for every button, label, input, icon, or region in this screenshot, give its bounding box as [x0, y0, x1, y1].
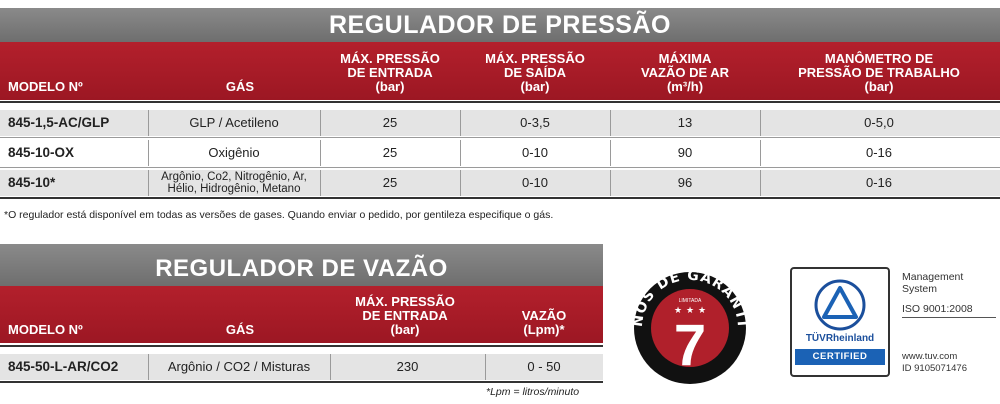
header-flow: VAZÃO (Lpm)*: [521, 308, 567, 337]
table-title: REGULADOR DE PRESSÃO: [0, 8, 1000, 42]
header-inlet-pressure: MÁX. PRESSÃO DE ENTRADA (bar): [355, 294, 455, 337]
flow-footnote: *Lpm = litros/minuto: [486, 386, 580, 398]
cell-inlet: 25: [382, 175, 398, 190]
table-title: REGULADOR DE VAZÃO: [0, 244, 603, 286]
svg-text:★: ★: [674, 305, 682, 315]
svg-text:LIMITADA: LIMITADA: [679, 298, 702, 304]
pressure-footnote: *O regulador está disponível em todas as…: [4, 209, 554, 221]
header-gas: GÁS: [225, 79, 255, 94]
table-header-row: MODELO Nº GÁS MÁX. PRESSÃO DE ENTRADA (b…: [0, 42, 1000, 100]
svg-text:★: ★: [686, 305, 694, 315]
cell-model: 845-10-OX: [8, 145, 75, 160]
pressure-regulator-table: REGULADOR DE PRESSÃO MODELO Nº GÁS MÁX. …: [0, 0, 1000, 200]
cell-gas: Oxigênio: [208, 145, 260, 160]
tuv-logo-box: TÜVRheinland CERTIFIED: [790, 267, 890, 377]
cert-line-2: System: [902, 283, 938, 295]
cell-flow: 13: [677, 115, 693, 130]
cert-line-1: Management: [902, 271, 964, 283]
tuv-brand: TÜVRheinland: [805, 333, 875, 344]
table-row: 845-10-OX Oxigênio 25 0-10 90 0-16: [0, 140, 1000, 166]
warranty-badge: ANOS DE GARANTIA LIMITADA ★ ★ ★ 7: [616, 250, 758, 384]
tuv-certified-label: CERTIFIED: [795, 349, 885, 365]
svg-text:★: ★: [698, 305, 706, 315]
cell-gas: GLP / Acetileno: [189, 115, 279, 130]
cell-inlet: 25: [382, 115, 398, 130]
cert-url: www.tuv.com: [902, 351, 958, 362]
cell-flow: 90: [677, 145, 693, 160]
cell-gauge: 0-16: [865, 145, 893, 160]
header-model: MODELO Nº: [8, 322, 83, 337]
cert-line-3: ISO 9001:2008: [902, 303, 973, 315]
header-gauge: MANÔMETRO DE PRESSÃO DE TRABALHO (bar): [798, 51, 960, 94]
cell-outlet: 0-10: [521, 145, 549, 160]
table-header-row: MODELO Nº GÁS MÁX. PRESSÃO DE ENTRADA (b…: [0, 286, 603, 343]
cell-outlet: 0-3,5: [520, 115, 550, 130]
header-max-flow: MÁXIMA VAZÃO DE AR (m³/h): [640, 51, 730, 94]
header-inlet-pressure: MÁX. PRESSÃO DE ENTRADA (bar): [340, 51, 440, 94]
cell-inlet: 230: [396, 359, 419, 374]
tuv-triangle-icon: [814, 279, 866, 331]
cell-inlet: 25: [382, 145, 398, 160]
cell-model: 845-50-L-AR/CO2: [8, 359, 119, 374]
warranty-seal-icon: ANOS DE GARANTIA LIMITADA ★ ★ ★ 7: [616, 250, 749, 384]
cert-id: ID 9105071476: [902, 363, 967, 374]
table-row: 845-50-L-AR/CO2 Argônio / CO2 / Misturas…: [0, 354, 603, 380]
cell-model: 845-10*: [8, 175, 56, 190]
cell-model: 845-1,5-AC/GLP: [8, 115, 110, 130]
tuv-certificate: TÜVRheinland CERTIFIED Management System…: [790, 267, 998, 379]
header-divider: [0, 101, 1000, 103]
flow-regulator-table: REGULADOR DE VAZÃO MODELO Nº GÁS MÁX. PR…: [0, 244, 610, 404]
cell-gas: Argônio / CO2 / Misturas: [167, 359, 311, 374]
cell-gauge: 0-5,0: [864, 115, 894, 130]
cell-flow: 96: [677, 175, 693, 190]
cell-outlet: 0-10: [521, 175, 549, 190]
header-gas: GÁS: [225, 322, 255, 337]
cell-flow: 0 - 50: [527, 359, 561, 374]
svg-text:7: 7: [674, 313, 706, 378]
header-outlet-pressure: MÁX. PRESSÃO DE SAÍDA (bar): [485, 51, 585, 94]
header-model: MODELO Nº: [8, 79, 83, 94]
table-row: 845-1,5-AC/GLP GLP / Acetileno 25 0-3,5 …: [0, 110, 1000, 136]
table-row: 845-10* Argônio, Co2, Nitrogênio, Ar, Hé…: [0, 170, 1000, 196]
cell-gauge: 0-16: [865, 175, 893, 190]
cell-gas: Argônio, Co2, Nitrogênio, Ar, Hélio, Hid…: [161, 171, 307, 195]
